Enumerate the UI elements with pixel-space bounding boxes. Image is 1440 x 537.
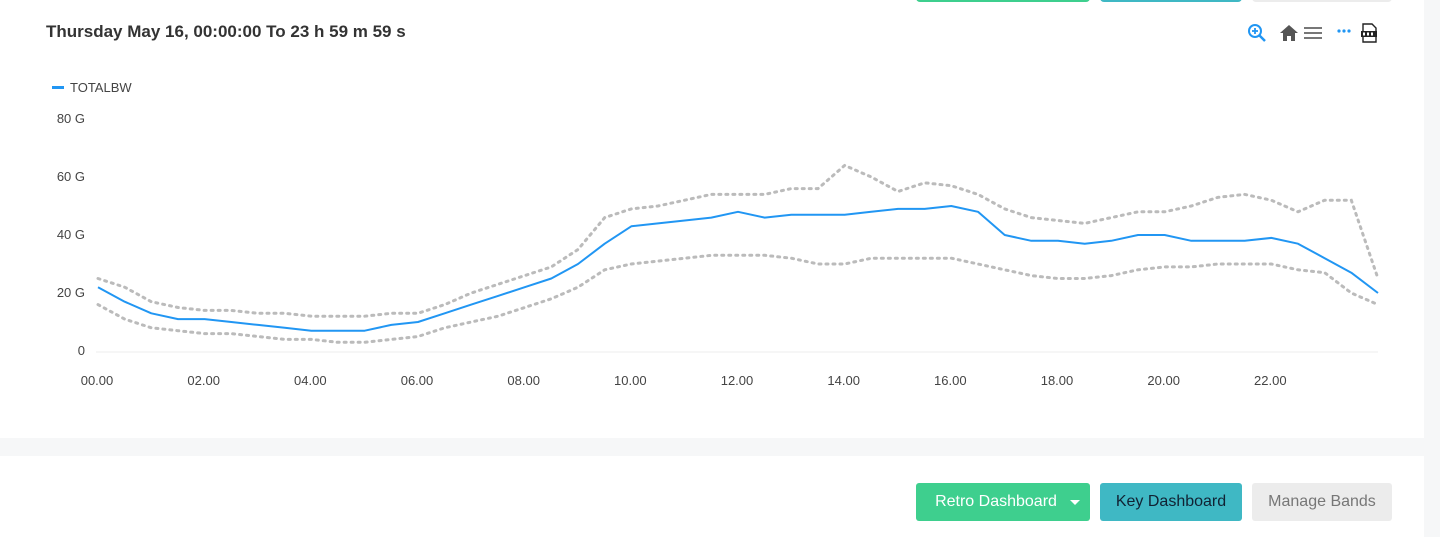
x-tick-label: 04.00 — [294, 373, 327, 388]
manage-bands-button-top[interactable] — [1252, 0, 1392, 2]
totalbw-series-line — [97, 205, 1379, 332]
legend-item-totalbw[interactable]: TOTALBW — [52, 78, 132, 96]
pdf-icon[interactable] — [1358, 22, 1380, 44]
y-tick-label: 0 — [78, 343, 85, 358]
x-tick-label: 08.00 — [507, 373, 540, 388]
menu-icon[interactable] — [1302, 22, 1324, 44]
x-tick-label: 14.00 — [827, 373, 860, 388]
legend-label: TOTALBW — [70, 79, 132, 95]
y-tick-label: 80 G — [57, 111, 85, 126]
y-tick-label: 40 G — [57, 227, 85, 242]
x-tick-label: 10.00 — [614, 373, 647, 388]
band-lower-line — [96, 253, 1380, 344]
x-tick-label: 02.00 — [187, 373, 220, 388]
key-dashboard-button-top[interactable] — [1100, 0, 1242, 2]
x-tick-label: 18.00 — [1041, 373, 1074, 388]
caret-down-icon — [1070, 500, 1080, 505]
home-icon[interactable] — [1278, 22, 1300, 44]
band-upper-line — [96, 163, 1380, 318]
zoom-in-icon[interactable] — [1246, 22, 1268, 44]
x-tick-label: 00.00 — [81, 373, 114, 388]
x-tick-label: 16.00 — [934, 373, 967, 388]
retro-dashboard-button[interactable]: Retro Dashboard — [916, 483, 1090, 521]
y-tick-label: 60 G — [57, 169, 85, 184]
bandwidth-chart: 0 20 G 40 G 60 G 80 G 00.00 02.00 04.00 06.00 08… — [57, 111, 1380, 388]
y-tick-label: 20 G — [57, 285, 85, 300]
chart-title: Thursday May 16, 00:00:00 To 23 h 59 m 5… — [46, 22, 406, 41]
x-tick-label: 12.00 — [721, 373, 754, 388]
retro-dashboard-label: Retro Dashboard — [935, 493, 1057, 510]
key-dashboard-button[interactable]: Key Dashboard — [1100, 483, 1242, 521]
x-tick-label: 22.00 — [1254, 373, 1287, 388]
x-tick-label: 20.00 — [1147, 373, 1180, 388]
legend-swatch — [52, 85, 64, 89]
manage-bands-button[interactable]: Manage Bands — [1252, 483, 1392, 521]
x-tick-label: 06.00 — [401, 373, 434, 388]
chart-card — [0, 0, 1424, 438]
retro-dashboard-button-top[interactable] — [916, 0, 1090, 2]
more-icon[interactable] — [1334, 22, 1356, 44]
